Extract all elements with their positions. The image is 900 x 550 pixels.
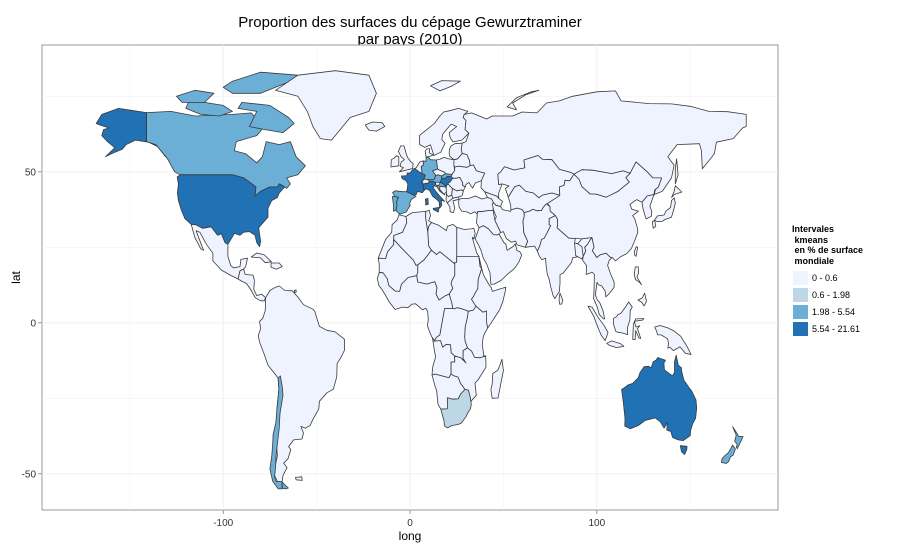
country-japan-hokkaido [671, 185, 683, 198]
chart-title-line-2: par pays (2010) [357, 31, 463, 48]
country-nz-south [721, 444, 736, 464]
country-iraq-syria [476, 210, 502, 236]
country-philippines-luzon [633, 266, 642, 286]
legend-label: 0 - 0.6 [812, 272, 838, 283]
country-greece [446, 196, 460, 214]
country-borneo [613, 301, 633, 336]
y-tick-label: -50 [22, 469, 37, 480]
country-mongolia [573, 169, 631, 198]
country-new-guinea [654, 325, 692, 355]
country-south-america [257, 285, 346, 484]
country-korea [641, 194, 655, 220]
country-denmark [424, 148, 434, 158]
legend-swatch [792, 320, 809, 337]
legend-item: 1.98 - 5.54 [792, 303, 897, 320]
legend-swatch [792, 286, 809, 303]
x-axis-title: long [399, 529, 422, 543]
country-canada-arctic-2 [237, 102, 295, 134]
country-uk [397, 145, 414, 173]
country-canada-arctic-1 [185, 99, 233, 117]
country-canada-arctic-4 [176, 89, 215, 103]
y-tick-label: 0 [30, 318, 36, 329]
country-tierra-del-fuego [281, 481, 289, 490]
country-sulawesi [632, 318, 645, 341]
x-tick-label: 100 [588, 518, 605, 529]
country-sicily [432, 206, 440, 213]
country-ethiopia-horn [471, 255, 507, 329]
country-novaya-zemlya [506, 89, 540, 111]
country-scandinavia [418, 108, 470, 156]
legend-items: 0 - 0.6 0.6 - 1.98 1.98 - 5.54 5.54 - 21.61 [792, 269, 897, 337]
legend-item: 5.54 - 21.61 [792, 320, 897, 337]
country-japan-honshu [654, 197, 676, 223]
country-sri-lanka [558, 292, 564, 305]
country-tunisia [425, 209, 432, 232]
country-sardinia [424, 197, 429, 206]
country-united-states [176, 174, 286, 248]
country-nz-north [732, 426, 744, 450]
country-taiwan [633, 246, 639, 257]
y-axis-title: lat [9, 271, 23, 284]
x-tick-label: 0 [407, 518, 413, 529]
country-ireland [390, 155, 400, 168]
legend-swatch [792, 269, 809, 286]
country-sumatra [587, 305, 609, 342]
legend: Intervales kmeans en % de surface mondia… [792, 224, 897, 337]
country-svalbard [430, 80, 461, 92]
country-philippines-mindanao [637, 292, 647, 307]
country-hispaniola [270, 262, 283, 270]
country-falklands [295, 476, 303, 481]
country-trinidad [293, 289, 297, 293]
country-benelux [414, 160, 424, 174]
country-tasmania [679, 445, 688, 455]
country-sakhalin [674, 158, 679, 185]
country-central-america [237, 268, 267, 302]
chart-title: Proportion des surfaces du cépage Gewurz… [42, 14, 778, 48]
country-japan-kyushu [651, 219, 657, 229]
country-greenland [275, 70, 377, 141]
chart-title-line-1: Proportion des surfaces du cépage Gewurz… [238, 14, 582, 31]
x-tick-label: -100 [213, 518, 233, 529]
country-cuba [250, 252, 272, 264]
legend-label: 1.98 - 5.54 [812, 306, 856, 317]
country-chile [269, 375, 284, 490]
country-java [606, 340, 625, 349]
country-indochina [582, 237, 615, 320]
countries-layer [95, 70, 747, 490]
country-australia [621, 354, 698, 442]
legend-item: 0.6 - 1.98 [792, 286, 897, 303]
legend-item: 0 - 0.6 [792, 269, 897, 286]
country-bosnia [439, 185, 447, 195]
axes: -100 0 100 -50 0 50 long lat [9, 167, 606, 543]
country-madagascar [490, 358, 504, 399]
legend-label: 0.6 - 1.98 [812, 289, 851, 300]
legend-title: Intervales kmeans en % de surface mondia… [792, 224, 864, 266]
y-tick-label: 50 [25, 167, 37, 178]
country-east-africa [464, 305, 489, 359]
country-south-africa [440, 389, 472, 429]
legend-label: 5.54 - 21.61 [812, 323, 861, 334]
country-bangladesh [574, 242, 584, 260]
legend-swatch [792, 303, 809, 320]
country-canada-arctic-3 [222, 71, 299, 94]
country-iceland [364, 121, 386, 132]
